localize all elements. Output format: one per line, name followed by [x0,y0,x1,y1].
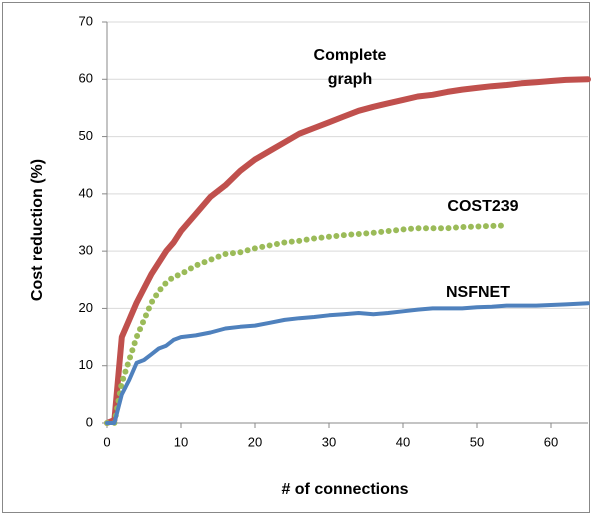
series-label: Complete graph [313,47,387,88]
x-tick-label: 60 [544,434,558,449]
y-tick-label: 50 [79,128,93,143]
y-tick-label: 30 [79,243,93,258]
series-line [104,76,591,426]
y-tick-label: 60 [79,71,93,86]
x-tick-label: 40 [396,434,410,449]
y-tick-label: 0 [86,414,93,429]
x-tick-label: 10 [174,434,188,449]
y-axis-title: Cost reduction (%) [29,159,46,301]
series-label: NSFNET [446,284,510,301]
series-line [105,301,590,425]
chart-border [2,2,590,513]
y-tick-label: 20 [79,300,93,315]
x-tick-label: 30 [322,434,336,449]
y-tick-label: 10 [79,357,93,372]
series-label: COST239 [447,198,519,215]
x-tick-label: 50 [470,434,484,449]
series-line [104,222,510,426]
x-tick-label: 20 [248,434,262,449]
y-tick-label: 40 [79,185,93,200]
y-tick-label: 70 [79,13,93,28]
x-axis-title: # of connections [281,481,408,498]
x-tick-label: 0 [103,434,110,449]
